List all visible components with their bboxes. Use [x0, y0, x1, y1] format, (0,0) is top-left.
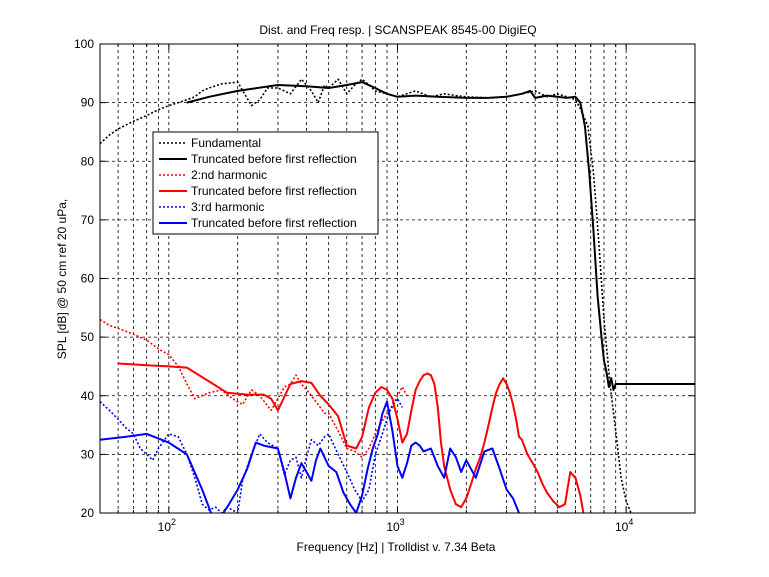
x-tick-label: 103	[386, 517, 404, 534]
legend-entry-label: 2:nd harmonic	[191, 168, 267, 182]
legend-entry-label: 3:rd harmonic	[191, 200, 264, 214]
x-tick-label: 104	[615, 517, 633, 534]
x-tick-label: 102	[158, 517, 176, 534]
series-line-4	[118, 362, 585, 513]
legend-box	[152, 131, 379, 235]
y-tick-label: 100	[74, 37, 94, 51]
series-layer	[100, 78, 695, 513]
y-tick-label: 60	[81, 272, 95, 286]
x-axis-label: Frequency [Hz] | Trolldist v. 7.34 Beta	[297, 540, 496, 554]
series-line-2	[186, 81, 695, 391]
y-tick-label: 20	[81, 506, 95, 520]
y-tick-label: 50	[81, 330, 95, 344]
y-tick-label: 70	[81, 213, 95, 227]
legend-entry-label: Truncated before first reflection	[191, 152, 357, 166]
y-tick-label: 90	[81, 96, 95, 110]
y-axis-label: SPL [dB] @ 50 cm ref 20 uPa,	[55, 199, 69, 359]
y-tick-label: 40	[81, 389, 95, 403]
y-tick-label: 30	[81, 447, 95, 461]
y-tick-label: 80	[81, 154, 95, 168]
chart-title: Dist. and Freq resp. | SCANSPEAK 8545-00…	[259, 23, 536, 37]
grid-lines	[100, 44, 695, 513]
axis-ticks: 20 30 40 50 60 70 80 90 100 102 103 104	[74, 37, 695, 534]
series-line-6	[100, 400, 520, 513]
legend-entry-label: Truncated before first reflection	[191, 184, 357, 198]
legend-entry-label: Truncated before first reflection	[191, 216, 357, 230]
series-line-5	[100, 397, 404, 513]
legend: Fundamental Truncated before first reflec…	[152, 131, 379, 235]
legend-entry-label: Fundamental	[191, 136, 261, 150]
